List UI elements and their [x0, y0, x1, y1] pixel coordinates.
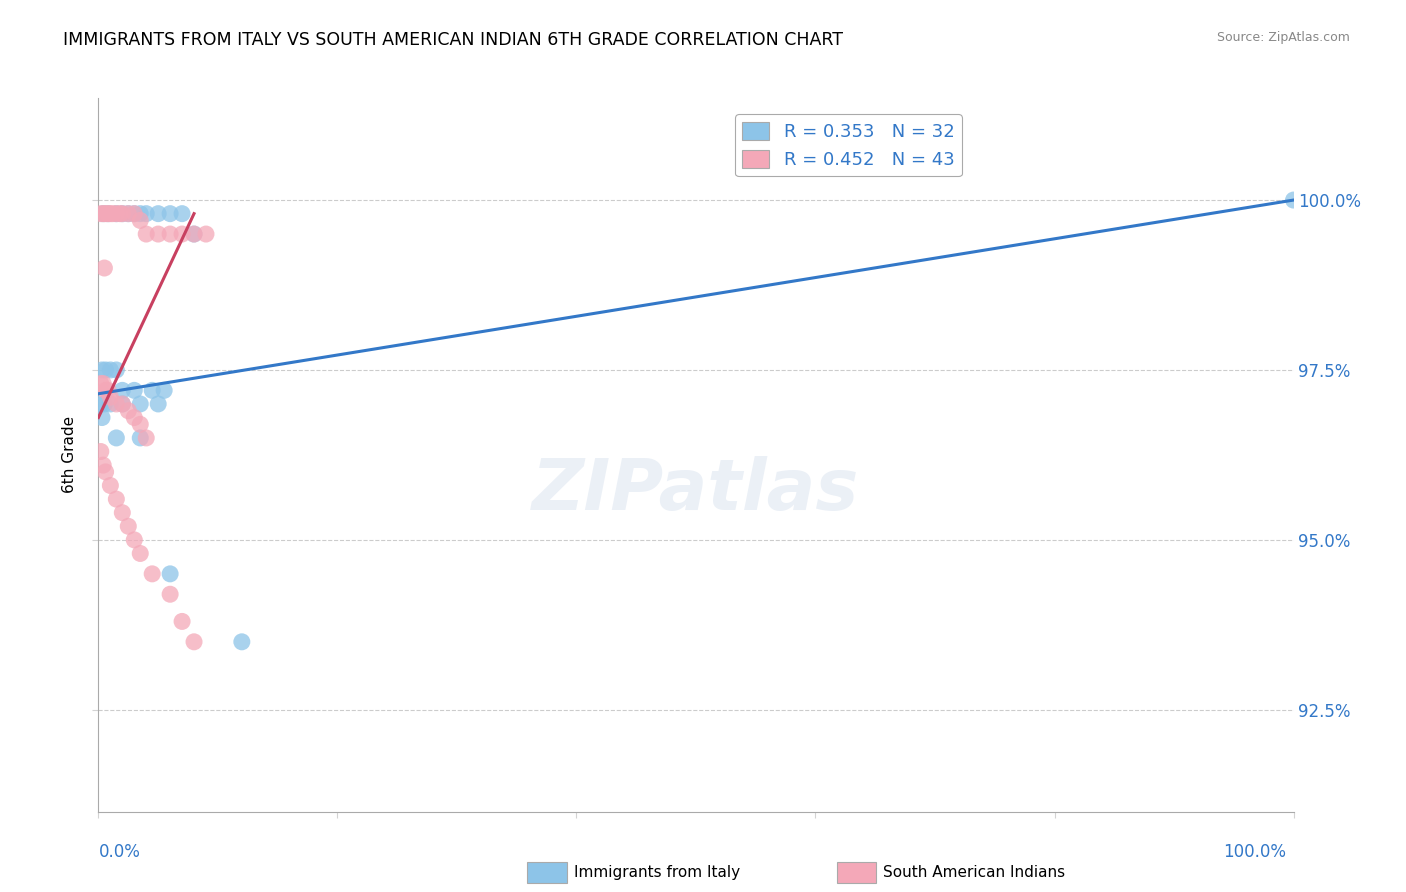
Point: [111, 207, 134, 221]
Text: 0.0%: 0.0%: [98, 843, 141, 861]
Point: [91, 458, 114, 472]
Point: [98, 363, 122, 377]
Point: [129, 207, 152, 221]
Point: [129, 431, 152, 445]
Point: [91, 207, 114, 221]
Point: [98, 390, 122, 404]
Point: [94, 363, 117, 377]
Point: [111, 207, 134, 221]
Point: [159, 227, 181, 241]
Point: [98, 397, 122, 411]
Point: [94, 207, 117, 221]
Point: [111, 384, 134, 398]
Point: [94, 384, 117, 398]
Text: Immigrants from Italy: Immigrants from Italy: [574, 865, 740, 880]
Legend: R = 0.353   N = 32, R = 0.452   N = 43: R = 0.353 N = 32, R = 0.452 N = 43: [735, 114, 962, 177]
Point: [105, 492, 128, 507]
Text: 100.0%: 100.0%: [1223, 843, 1286, 861]
Point: [124, 207, 146, 221]
Point: [105, 363, 128, 377]
Point: [90, 444, 112, 458]
Point: [183, 227, 205, 241]
Point: [93, 260, 115, 275]
Point: [117, 403, 139, 417]
Point: [129, 417, 152, 432]
Point: [135, 431, 157, 445]
Text: ZIPatlas: ZIPatlas: [533, 456, 859, 525]
Point: [129, 213, 152, 227]
Point: [90, 397, 112, 411]
Point: [159, 566, 181, 581]
Point: [117, 207, 139, 221]
Point: [141, 566, 163, 581]
Point: [231, 635, 253, 649]
Point: [94, 465, 117, 479]
Point: [135, 227, 157, 241]
Point: [91, 410, 114, 425]
Point: [117, 519, 139, 533]
Point: [172, 207, 194, 221]
Point: [124, 533, 146, 547]
Point: [159, 207, 181, 221]
Point: [141, 384, 163, 398]
Point: [124, 384, 146, 398]
Text: IMMIGRANTS FROM ITALY VS SOUTH AMERICAN INDIAN 6TH GRADE CORRELATION CHART: IMMIGRANTS FROM ITALY VS SOUTH AMERICAN …: [63, 31, 844, 49]
Point: [183, 227, 205, 241]
Point: [124, 207, 146, 221]
Point: [148, 227, 170, 241]
Point: [111, 397, 134, 411]
Point: [183, 635, 205, 649]
Point: [148, 397, 170, 411]
Point: [148, 207, 170, 221]
Point: [124, 410, 146, 425]
Point: [105, 397, 128, 411]
Point: [97, 207, 120, 221]
Point: [172, 615, 194, 629]
Point: [97, 384, 120, 398]
Point: [101, 207, 124, 221]
Point: [90, 207, 112, 221]
Point: [108, 207, 131, 221]
Y-axis label: 6th Grade: 6th Grade: [62, 417, 77, 493]
Point: [129, 397, 152, 411]
Point: [111, 397, 134, 411]
Point: [117, 207, 139, 221]
Point: [91, 207, 114, 221]
Point: [98, 207, 122, 221]
Point: [129, 546, 152, 560]
Point: [105, 207, 128, 221]
Point: [97, 207, 120, 221]
Point: [194, 227, 218, 241]
Point: [91, 376, 114, 391]
Point: [159, 587, 181, 601]
Point: [172, 227, 194, 241]
Point: [93, 397, 115, 411]
Text: Source: ZipAtlas.com: Source: ZipAtlas.com: [1216, 31, 1350, 45]
Point: [135, 207, 157, 221]
Point: [105, 207, 128, 221]
Point: [105, 431, 128, 445]
Point: [1282, 193, 1305, 207]
Point: [111, 506, 134, 520]
Point: [91, 363, 114, 377]
Point: [90, 376, 112, 391]
Point: [98, 478, 122, 492]
Point: [153, 384, 176, 398]
Text: South American Indians: South American Indians: [883, 865, 1066, 880]
